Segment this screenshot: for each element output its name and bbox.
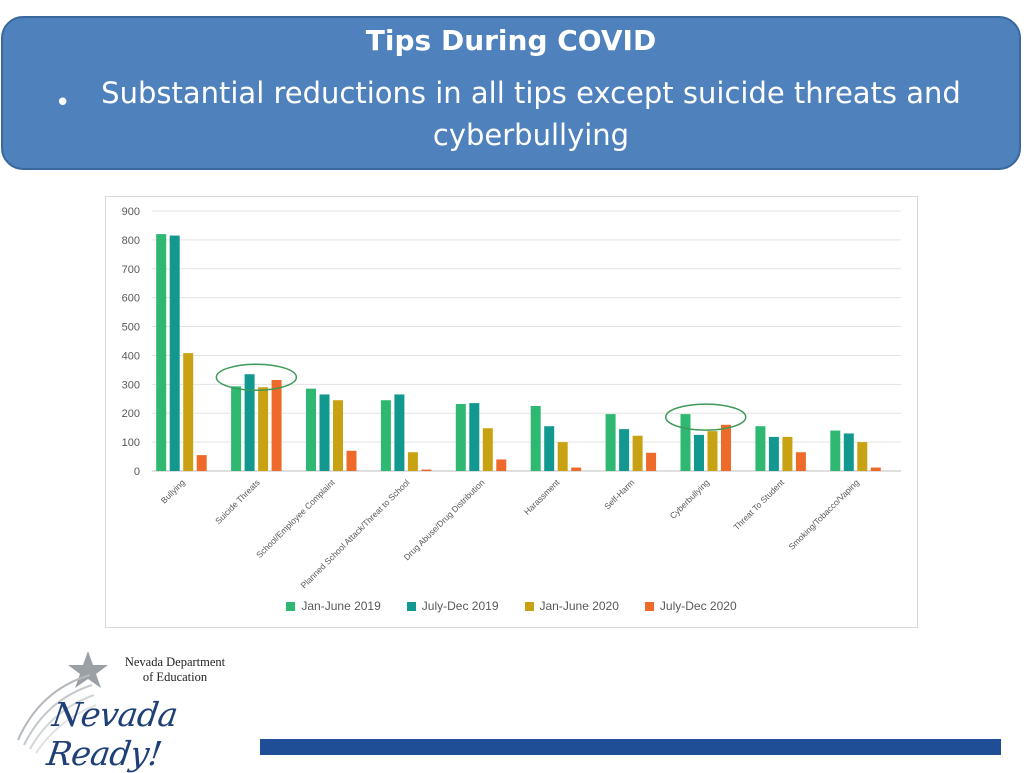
legend-label: Jan-June 2019 xyxy=(301,599,381,613)
x-tick-label: Bullying xyxy=(159,477,187,505)
bullet-text: Substantial reductions in all tips excep… xyxy=(101,76,961,152)
bar xyxy=(530,406,541,471)
y-tick-label: 200 xyxy=(122,408,140,420)
legend-swatch xyxy=(286,601,296,611)
bar xyxy=(421,469,432,471)
y-tick-label: 900 xyxy=(122,206,140,218)
bar xyxy=(843,433,854,471)
x-tick-label: Cyberbullying xyxy=(668,477,712,521)
bar xyxy=(183,353,194,471)
chart-frame: 0 100 200 300 400 500 600 700 800 900 Bullying Suic… xyxy=(105,196,918,628)
highlight-ellipse xyxy=(215,363,298,391)
legend-item: July-Dec 2020 xyxy=(644,599,737,613)
bar xyxy=(271,380,282,471)
logo-agency-line1: Nevada Department xyxy=(124,655,226,669)
bar xyxy=(870,467,881,471)
bar xyxy=(333,400,343,471)
bar xyxy=(394,394,405,471)
bar xyxy=(156,234,167,471)
legend-label: July-Dec 2019 xyxy=(421,599,499,613)
logo-agency-name: Nevada Department of Education xyxy=(110,655,240,685)
y-tick-label: 700 xyxy=(122,264,140,276)
bar xyxy=(407,452,418,471)
bar xyxy=(455,403,466,471)
bar xyxy=(755,426,766,471)
legend-label: Jan-June 2020 xyxy=(539,599,619,613)
nevada-education-logo: Nevada Department of Education Nevada Re… xyxy=(10,645,255,773)
bar xyxy=(346,450,357,471)
bar xyxy=(169,235,180,471)
bar xyxy=(258,387,269,471)
slide-title: Tips During COVID xyxy=(365,24,657,57)
bar xyxy=(857,442,868,471)
legend-item: July-Dec 2019 xyxy=(406,599,499,613)
x-tick-label: School/Employee Complaint xyxy=(254,477,337,560)
x-tick-label: Drug Abuse/Drug Distribution xyxy=(402,477,487,562)
header-box: Tips During COVID • Substantial reductio… xyxy=(1,16,1021,170)
y-tick-label: 300 xyxy=(122,379,140,391)
bar xyxy=(605,414,616,471)
bar xyxy=(782,436,793,471)
bar xyxy=(830,430,841,471)
bar xyxy=(469,403,480,471)
bar xyxy=(721,424,731,471)
bar xyxy=(571,467,582,471)
bar xyxy=(707,431,718,471)
bar xyxy=(244,374,255,471)
bar xyxy=(619,429,630,471)
highlight-ellipse xyxy=(665,403,747,431)
bar xyxy=(319,394,330,471)
chart-legend: Jan-June 2019 July-Dec 2019 Jan-June 2020 J… xyxy=(106,599,917,613)
y-tick-label: 800 xyxy=(122,235,140,247)
x-tick-label: Harassment xyxy=(522,477,562,517)
bullet-dot: • xyxy=(55,88,71,118)
legend-swatch xyxy=(406,601,416,611)
footer-bar xyxy=(260,739,1001,755)
bar xyxy=(196,455,207,471)
bar xyxy=(231,386,242,471)
bar xyxy=(544,426,555,471)
bar xyxy=(482,428,493,471)
bar xyxy=(795,452,806,471)
bar xyxy=(694,434,704,471)
y-tick-label: 100 xyxy=(122,437,140,449)
logo-script-text: Nevada Ready! xyxy=(44,695,181,773)
legend-label: July-Dec 2020 xyxy=(659,599,737,613)
y-tick-label: 600 xyxy=(122,293,140,305)
x-tick-label: Self-Harm xyxy=(602,477,636,511)
x-tick-label: Suicide Threats xyxy=(213,477,262,526)
x-tick-label: Smoking/Tobacco/Vaping xyxy=(787,477,862,552)
logo-agency-line2: of Education xyxy=(142,670,208,684)
legend-swatch xyxy=(644,601,654,611)
star-swoosh-icon xyxy=(17,651,108,754)
bar xyxy=(680,414,691,471)
legend-item: Jan-June 2020 xyxy=(524,599,619,613)
bar-chart: 0 100 200 300 400 500 600 700 800 900 Bullying Suic… xyxy=(122,206,901,590)
bar xyxy=(380,400,391,471)
bar xyxy=(496,459,507,471)
bar xyxy=(557,442,568,471)
bar xyxy=(632,435,643,471)
y-tick-label: 500 xyxy=(122,322,140,334)
legend-swatch xyxy=(524,601,534,611)
x-tick-label: Threat To Student xyxy=(731,477,786,532)
bar xyxy=(306,388,316,471)
bar xyxy=(768,436,779,471)
y-tick-label: 0 xyxy=(134,466,140,478)
y-tick-label: 400 xyxy=(122,350,140,362)
legend-item: Jan-June 2019 xyxy=(286,599,381,613)
bar xyxy=(646,452,657,471)
